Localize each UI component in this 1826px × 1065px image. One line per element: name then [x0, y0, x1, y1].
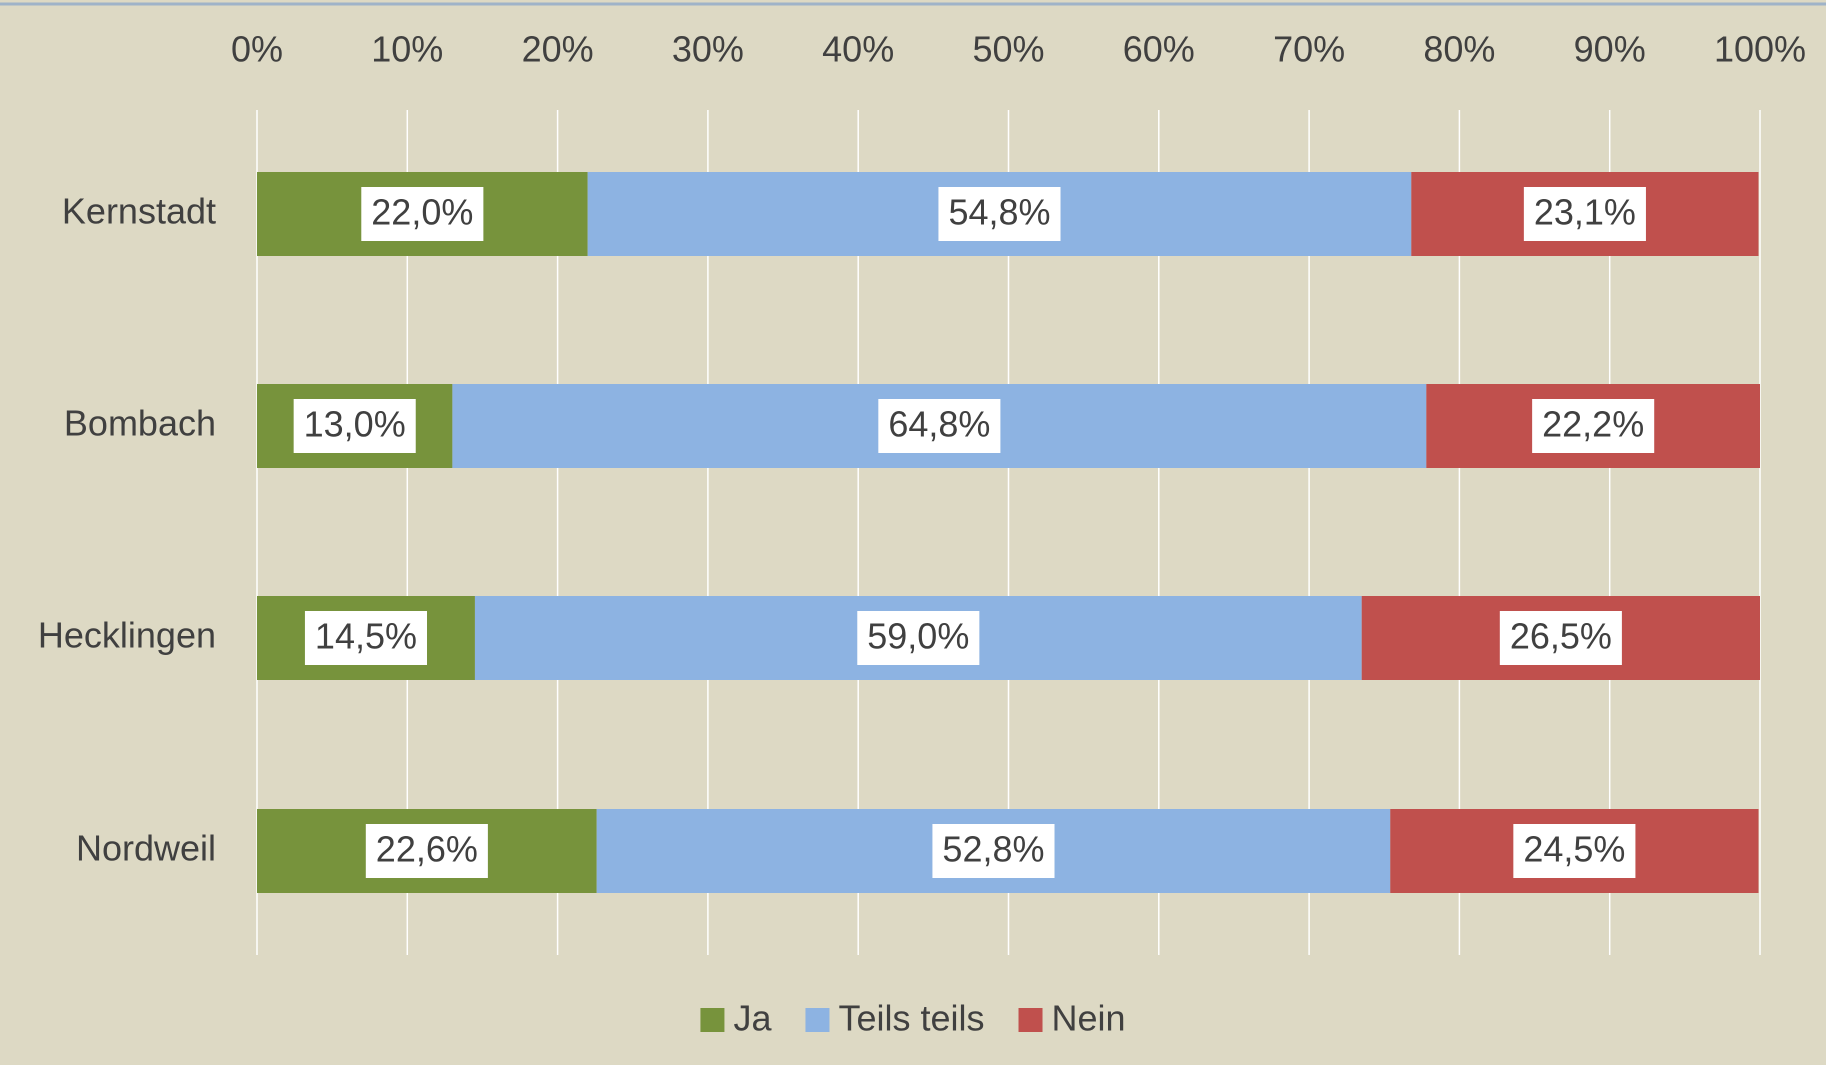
category-label: Kernstadt	[62, 191, 216, 232]
data-label-box	[878, 399, 1001, 453]
data-label-box	[304, 611, 428, 665]
data-label: 54,8%	[948, 192, 1050, 233]
x-tick-label: 10%	[371, 29, 443, 70]
data-label-box	[361, 187, 484, 241]
category-label: Nordweil	[76, 828, 216, 869]
legend-swatch	[805, 1008, 830, 1032]
x-tick-label: 0%	[231, 29, 283, 70]
x-tick-label: 90%	[1574, 29, 1646, 70]
legend-swatch	[1018, 1008, 1043, 1032]
data-label: 64,8%	[888, 404, 990, 445]
data-label-box	[1513, 824, 1636, 878]
category-label: Bombach	[64, 403, 216, 444]
x-tick-label: 20%	[522, 29, 594, 70]
category-label: Hecklingen	[38, 615, 216, 656]
data-label-box	[857, 611, 980, 665]
data-label: 52,8%	[942, 829, 1044, 870]
data-label-box	[938, 187, 1061, 241]
data-label: 22,0%	[371, 192, 473, 233]
data-label-box	[293, 399, 416, 453]
x-tick-label: 30%	[672, 29, 744, 70]
data-label: 23,1%	[1534, 192, 1636, 233]
data-label: 14,5%	[315, 616, 417, 657]
data-label: 26,5%	[1510, 616, 1612, 657]
data-label-box	[1532, 399, 1655, 453]
x-tick-label: 40%	[822, 29, 894, 70]
data-label: 22,6%	[376, 829, 478, 870]
data-label: 13,0%	[304, 404, 406, 445]
legend-swatch	[700, 1008, 725, 1032]
x-tick-label: 60%	[1123, 29, 1195, 70]
x-tick-label: 100%	[1714, 29, 1806, 70]
data-label-box	[1499, 611, 1622, 665]
data-label-box	[932, 824, 1055, 878]
data-label: 24,5%	[1523, 829, 1625, 870]
legend-label: Ja	[733, 998, 772, 1039]
data-label-box	[365, 824, 488, 878]
legend-label: Teils teils	[838, 998, 984, 1039]
data-label: 22,2%	[1542, 404, 1644, 445]
x-tick-label: 50%	[972, 29, 1044, 70]
legend-label: Nein	[1052, 998, 1126, 1039]
data-label: 59,0%	[867, 616, 969, 657]
x-tick-label: 80%	[1423, 29, 1495, 70]
x-tick-label: 70%	[1273, 29, 1345, 70]
data-label-box	[1523, 187, 1646, 241]
